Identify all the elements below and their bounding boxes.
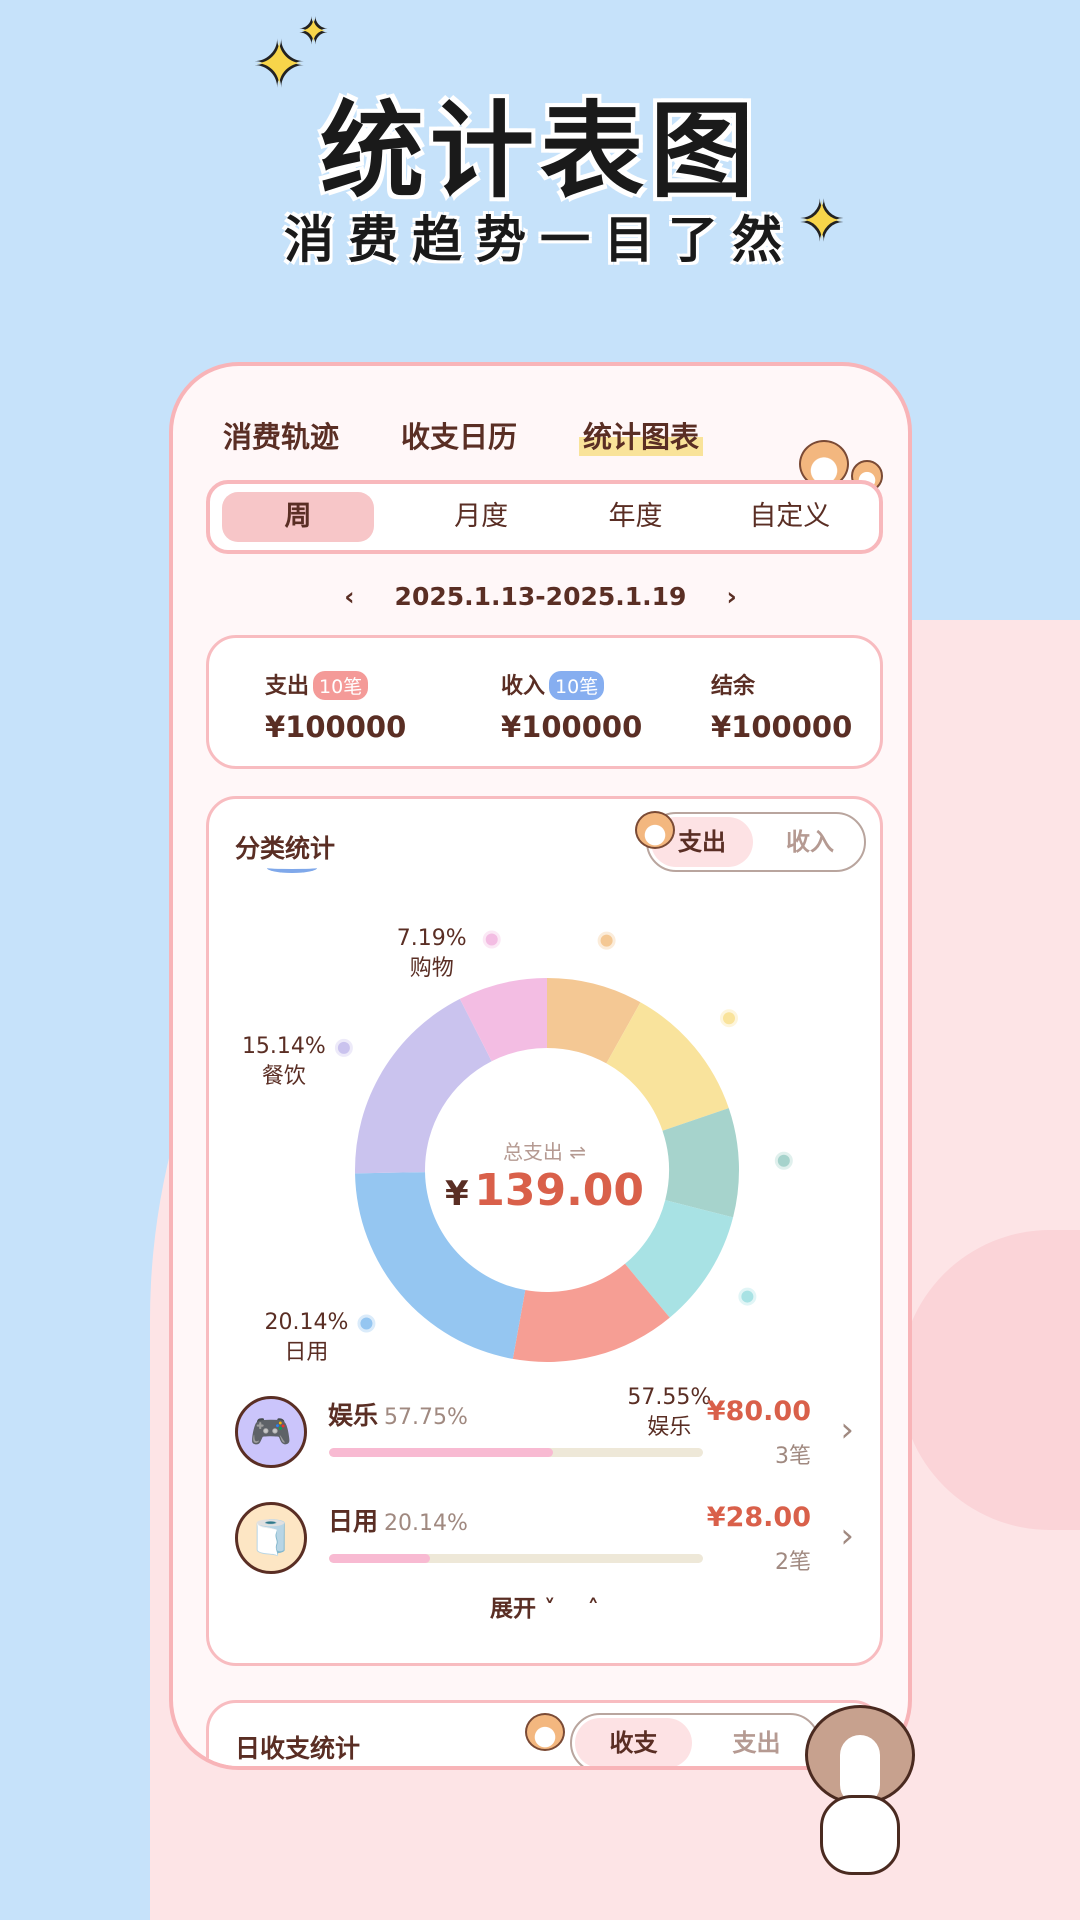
donut-slice[interactable] xyxy=(459,978,547,1062)
expand-button[interactable]: 展开 ˅ ˄ xyxy=(209,1589,880,1623)
slice-percent: 57.55% xyxy=(627,1385,712,1411)
daily-title: 日收支统计 xyxy=(235,1734,361,1763)
sparkle-icon: ✦ xyxy=(300,12,327,50)
slice-marker-dot xyxy=(334,1038,353,1057)
expense-value: ¥100000 xyxy=(265,710,407,744)
tab-statistics[interactable]: 统计图表 xyxy=(579,414,704,456)
slice-marker-dot xyxy=(720,1009,739,1028)
expense-label: 支出 xyxy=(265,674,310,699)
donut-slice[interactable] xyxy=(512,1263,670,1362)
next-period-button[interactable]: › xyxy=(726,582,737,611)
row-name: 娱乐 xyxy=(328,1401,379,1430)
income-value: ¥100000 xyxy=(501,710,643,744)
row-progress-bar xyxy=(329,1448,703,1457)
phone-frame: 消费轨迹 收支日历 统计图表 周 月度 年度 自定义 ‹ 2025.1.13-20… xyxy=(169,362,912,1770)
chevron-down-icon: ˅ xyxy=(543,1596,556,1622)
toilet-paper-icon: 🧻 xyxy=(235,1502,307,1574)
slice-percent: 20.14% xyxy=(264,1309,349,1335)
center-total: ¥ 139.00 xyxy=(209,1165,880,1216)
period-year[interactable]: 年度 xyxy=(608,501,663,532)
donut-slice[interactable] xyxy=(355,1172,526,1359)
category-row[interactable]: 🎮 娱乐 57.75% ¥80.00 3笔 › xyxy=(235,1396,854,1476)
slice-marker-dot xyxy=(774,1151,793,1170)
shiba-mascot-icon xyxy=(525,1713,565,1751)
period-week[interactable]: 周 xyxy=(222,492,374,542)
slice-marker-dot xyxy=(738,1287,757,1306)
daily-stats-card: 日收支统计 收支 支出 xyxy=(206,1700,883,1766)
chevron-right-icon[interactable]: › xyxy=(840,1516,854,1556)
period-selector: 周 月度 年度 自定义 xyxy=(206,480,883,554)
balance-label: 结余 xyxy=(711,674,756,699)
row-amount: ¥80.00 xyxy=(706,1396,811,1427)
toggle-expense[interactable]: 支出 xyxy=(732,1729,781,1757)
slice-marker-dot xyxy=(357,1314,376,1333)
slice-percent: 7.19% xyxy=(396,925,467,951)
slice-category: 购物 xyxy=(409,955,454,981)
category-stats-card: 分类统计 支出 收入 57.55% 娱乐 20.14% 日用 15.14% 餐饮 7.19%… xyxy=(206,796,883,1666)
center-value: 139.00 xyxy=(474,1165,645,1216)
slice-category: 娱乐 xyxy=(647,1415,692,1441)
row-count: 3笔 xyxy=(775,1444,811,1469)
puppy-mascot-icon xyxy=(785,1705,935,1875)
expand-label: 展开 xyxy=(489,1596,536,1622)
slice-category: 餐饮 xyxy=(261,1063,306,1089)
hero-title: 统计表图 xyxy=(319,90,760,212)
row-amount: ¥28.00 xyxy=(706,1502,811,1533)
slice-marker-dot xyxy=(597,931,616,950)
income-summary: 收入 10笔 ¥100000 xyxy=(501,668,642,744)
slice-label: 15.14% 餐饮 xyxy=(234,1032,334,1092)
sparkle-icon: ✦ xyxy=(254,30,305,100)
row-percent: 20.14% xyxy=(384,1511,468,1536)
slice-category: 日用 xyxy=(284,1339,329,1365)
income-count-badge: 10笔 xyxy=(549,671,605,700)
date-range-label: 2025.1.13-2025.1.19 xyxy=(394,582,687,611)
category-type-toggle: 支出 收入 xyxy=(646,812,866,872)
row-progress-bar xyxy=(329,1554,703,1563)
donut-slice[interactable] xyxy=(624,1200,734,1318)
shiba-mascot-icon xyxy=(635,811,675,849)
prev-period-button[interactable]: ‹ xyxy=(344,582,355,611)
donut-slice[interactable] xyxy=(662,1108,739,1218)
tab-consumption-track[interactable]: 消费轨迹 xyxy=(223,420,340,454)
donut-slice[interactable] xyxy=(547,978,641,1064)
title-underline xyxy=(267,1763,317,1766)
chevron-up-icon[interactable]: ˄ xyxy=(587,1596,600,1622)
donut-slice[interactable] xyxy=(606,1002,729,1131)
chevron-right-icon[interactable]: › xyxy=(840,1410,854,1450)
toggle-income[interactable]: 收入 xyxy=(786,828,834,856)
row-count: 2笔 xyxy=(775,1550,811,1575)
slice-label: 20.14% 日用 xyxy=(256,1308,356,1368)
row-name: 日用 xyxy=(328,1507,379,1536)
gamepad-icon: 🎮 xyxy=(235,1396,307,1468)
period-month[interactable]: 月度 xyxy=(454,501,509,532)
title-underline xyxy=(267,863,317,873)
slice-label: 57.55% 娱乐 xyxy=(619,1383,719,1443)
income-label: 收入 xyxy=(501,674,546,699)
category-row[interactable]: 🧻 日用 20.14% ¥28.00 2笔 › xyxy=(235,1502,854,1582)
center-label[interactable]: 总支出 ⇌ xyxy=(502,1140,587,1164)
slice-percent: 15.14% xyxy=(241,1033,326,1059)
donut-chart[interactable] xyxy=(209,909,886,1379)
period-custom[interactable]: 自定义 xyxy=(749,501,831,532)
row-percent: 57.75% xyxy=(384,1405,468,1430)
slice-marker-dot xyxy=(482,930,501,949)
center-currency: ¥ xyxy=(444,1174,469,1214)
slice-label: 7.19% 购物 xyxy=(382,924,482,984)
tab-calendar[interactable]: 收支日历 xyxy=(401,420,518,454)
category-title: 分类统计 xyxy=(235,834,336,863)
toggle-all[interactable]: 收支 xyxy=(575,1718,692,1766)
expense-summary: 支出 10笔 ¥100000 xyxy=(265,668,406,744)
summary-card: 支出 10笔 ¥100000 收入 10笔 ¥100000 结余 ¥100000 xyxy=(206,635,883,769)
top-tabs: 消费轨迹 收支日历 统计图表 xyxy=(223,414,868,456)
expense-count-badge: 10笔 xyxy=(313,671,369,700)
sparkle-icon: ✦ xyxy=(800,192,844,252)
date-navigator: ‹ 2025.1.13-2025.1.19 › xyxy=(173,582,908,611)
donut-slice[interactable] xyxy=(355,998,492,1174)
balance-value: ¥100000 xyxy=(711,710,853,744)
daily-type-toggle: 收支 支出 xyxy=(570,1713,820,1766)
balance-summary: 结余 ¥100000 xyxy=(711,668,852,744)
hero-subtitle: 消费趋势一目了然 xyxy=(284,211,796,269)
